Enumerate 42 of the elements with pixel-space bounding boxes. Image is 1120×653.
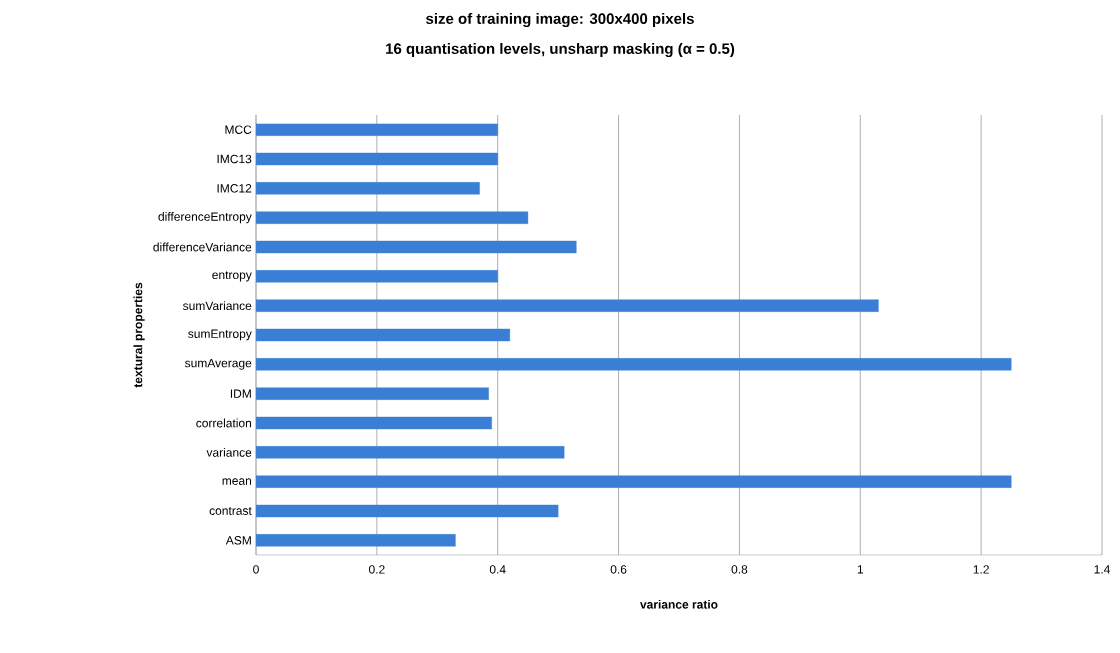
y-axis-title: textural properties (133, 282, 145, 388)
bar (256, 152, 498, 166)
bar (256, 446, 565, 459)
y-tick-label: ASM (225, 536, 251, 545)
x-tick-label: 0.4 (489, 565, 506, 574)
y-tick-label: IMC12 (217, 184, 252, 193)
y-tick-label: sumEntropy (188, 329, 252, 341)
bar (256, 211, 529, 224)
x-tick-label: 0.2 (368, 565, 385, 574)
x-tick-label: 1 (857, 565, 864, 574)
y-tick-label: mean (222, 478, 252, 485)
bar (256, 270, 498, 283)
y-tick-label: IDM (230, 389, 251, 398)
bar (256, 123, 498, 136)
bar (256, 358, 1012, 371)
y-tick-label: differenceVariance (153, 242, 252, 252)
x-axis-title: variance ratio (640, 599, 718, 609)
x-tick-label: 0 (253, 565, 259, 574)
bar (256, 504, 559, 518)
x-tick-label: 1.2 (973, 565, 989, 574)
bar (256, 328, 510, 342)
x-tick-label: 0.6 (610, 565, 627, 574)
y-tick-label: contrast (209, 507, 252, 515)
y-tick-label: sumVariance (183, 301, 252, 311)
x-tick-label: 1.4 (1094, 565, 1110, 574)
bar (256, 475, 1012, 488)
bar (256, 299, 879, 312)
bar (256, 240, 577, 254)
y-tick-label: MCC (225, 125, 252, 134)
y-tick-label: IMC13 (217, 154, 252, 164)
chart-subtitle: 16 quantisation levels, unsharp masking (α = 0.5) (386, 42, 735, 58)
bar (256, 416, 492, 430)
x-tick-label: 0.8 (731, 565, 748, 574)
bar (256, 534, 456, 547)
y-tick-label: sumAverage (184, 358, 252, 370)
y-tick-label: correlation (196, 418, 252, 428)
chart-title: size of training image: 300x400 pixels (426, 12, 694, 28)
y-tick-label: variance (206, 447, 252, 457)
y-tick-label: entropy (212, 271, 252, 282)
bar (256, 387, 489, 400)
y-tick-label: differenceEntropy (158, 212, 252, 224)
bar (256, 182, 480, 195)
